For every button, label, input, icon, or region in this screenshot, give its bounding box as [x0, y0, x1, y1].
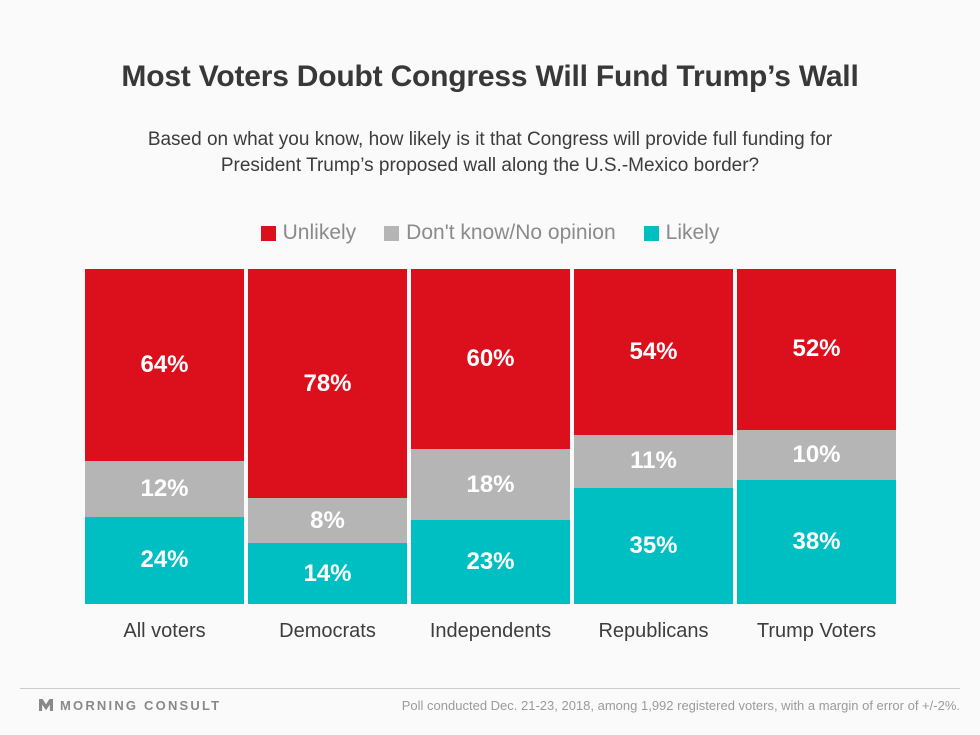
- segment-value-label: 38%: [792, 528, 841, 556]
- bar-segment: 60%: [411, 269, 570, 450]
- legend-item: Likely: [643, 221, 720, 245]
- morning-consult-logo-text: MORNING CONSULT: [60, 697, 222, 713]
- segment-value-label: 10%: [792, 440, 841, 468]
- footer: MORNING CONSULT Poll conducted Dec. 21-2…: [38, 697, 960, 713]
- legend-label: Likely: [665, 221, 720, 244]
- bar-segment: 35%: [574, 487, 733, 604]
- stacked-bar: 64% 12% 24%: [85, 269, 244, 604]
- morning-consult-m-icon: [39, 699, 53, 711]
- bar-segment: 10%: [737, 429, 896, 481]
- segment-value-label: 35%: [629, 531, 678, 559]
- legend-label: Unlikely: [282, 221, 357, 244]
- x-axis-label: Trump Voters: [756, 620, 877, 642]
- bar-segment: 11%: [574, 435, 733, 488]
- segment-value-label: 14%: [303, 559, 352, 587]
- segment-value-label: 12%: [140, 475, 189, 503]
- bar-segment: 8%: [248, 498, 407, 544]
- legend-swatch-icon: [384, 225, 400, 241]
- stacked-bar: 78% 8% 14%: [248, 269, 407, 604]
- segment-value-label: 78%: [303, 369, 352, 397]
- chart-subtitle-text: Based on what you know, how likely is it…: [147, 129, 833, 176]
- bar-segment: 14%: [248, 543, 407, 604]
- stacked-bar: 60% 18% 23%: [411, 269, 570, 604]
- segment-value-label: 60%: [466, 345, 515, 373]
- segment-value-label: 11%: [630, 447, 677, 475]
- legend-swatch-icon: [260, 225, 276, 241]
- bar-segment: 54%: [574, 269, 733, 436]
- footer-divider: [20, 688, 960, 689]
- stacked-bar: 52% 10% 38%: [737, 269, 896, 604]
- segment-value-label: 8%: [310, 506, 345, 534]
- bar-segment: 38%: [737, 480, 896, 604]
- bar-segment: 52%: [737, 269, 896, 430]
- x-axis-label: All voters: [123, 620, 206, 642]
- x-axis-label: Independents: [429, 620, 552, 642]
- segment-value-label: 52%: [792, 335, 841, 363]
- morning-consult-logo: MORNING CONSULT: [38, 697, 221, 713]
- segment-value-label: 18%: [466, 470, 515, 498]
- bar-segment: 24%: [85, 516, 244, 604]
- x-axis-label: Democrats: [279, 620, 376, 642]
- segment-value-label: 23%: [466, 548, 515, 576]
- x-axis-labels: All voters Democrats Independents Republica…: [85, 620, 896, 643]
- bar-segment: 23%: [411, 520, 570, 604]
- poll-methodology-note: Poll conducted Dec. 21-23, 2018, among 1…: [401, 697, 960, 713]
- legend-swatch-icon: [643, 225, 659, 241]
- segment-value-label: 64%: [140, 351, 189, 379]
- stacked-bar: 54% 11% 35%: [574, 269, 733, 604]
- legend-label: Don't know/No opinion: [406, 221, 616, 244]
- bar-segment: 64%: [85, 269, 244, 462]
- page-title: Most Voters Doubt Congress Will Fund Tru…: [121, 60, 859, 93]
- bar-segment: 12%: [85, 461, 244, 517]
- bar-segment: 18%: [411, 449, 570, 521]
- segment-value-label: 54%: [629, 338, 678, 365]
- chart-bars: 64% 12% 24% 78% 8% 14% 60% 18% 23% 54% 11% 35% 52% 10…: [85, 269, 896, 604]
- bar-segment: 78%: [248, 269, 407, 499]
- legend-item: Don't know/No opinion: [384, 221, 616, 245]
- chart-legend: Unlikely Don't know/No opinion Likely: [0, 221, 980, 245]
- chart-subtitle-question: Based on what you know, how likely is it…: [140, 127, 840, 178]
- legend-item: Unlikely: [260, 221, 357, 245]
- segment-value-label: 24%: [140, 546, 189, 574]
- x-axis-label: Republicans: [598, 620, 709, 642]
